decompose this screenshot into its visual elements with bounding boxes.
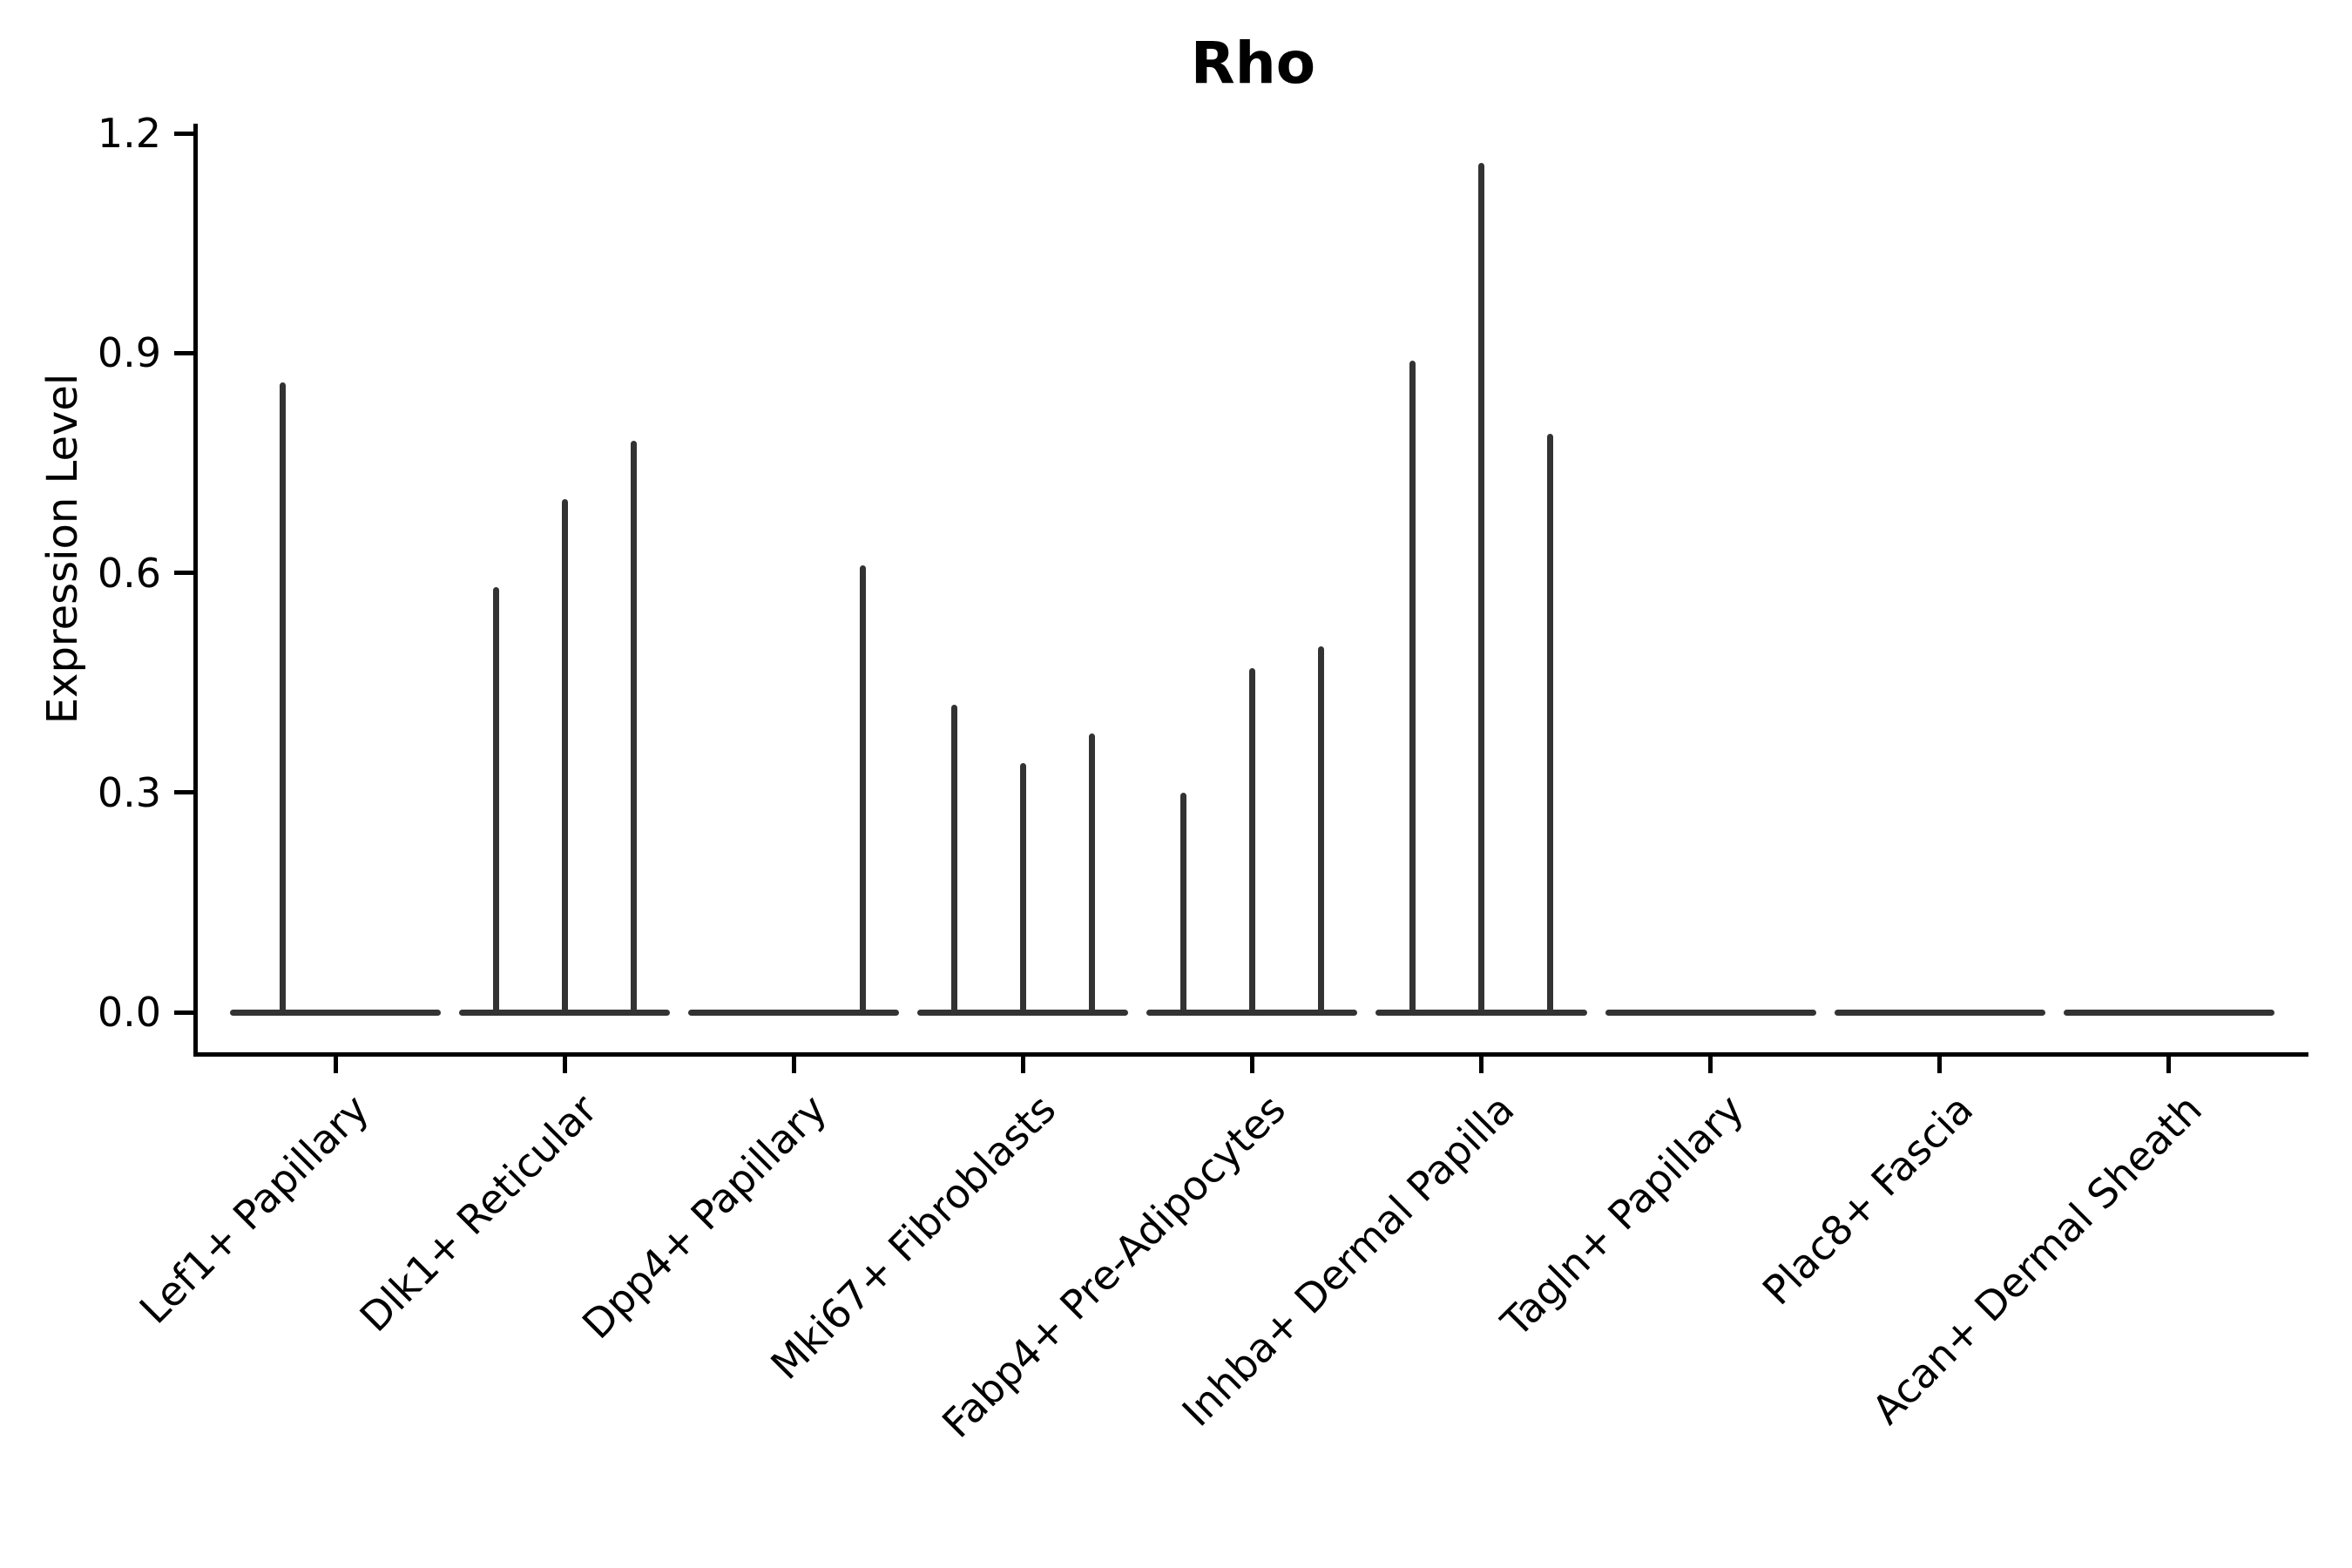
x-tick: [791, 1052, 796, 1073]
chart-title: Rho: [1190, 30, 1316, 97]
y-tick-label: 0.3: [97, 768, 161, 816]
y-tick: [174, 571, 193, 576]
violin-baseline: [229, 1009, 442, 1016]
x-tick: [1249, 1052, 1254, 1073]
violin-spike: [1248, 667, 1255, 1016]
x-tick: [1020, 1052, 1025, 1073]
violin-spike: [1409, 360, 1416, 1016]
violin-spike: [561, 499, 568, 1016]
violin-spike: [1019, 763, 1026, 1016]
violin-spike: [1179, 792, 1186, 1016]
y-tick: [174, 350, 193, 355]
y-tick-label: 0.6: [97, 549, 161, 597]
x-tick-label: Lef1+ Papillary: [130, 1085, 378, 1333]
violin-spike: [1317, 645, 1324, 1016]
x-tick: [1937, 1052, 1943, 1073]
violin-baseline: [2063, 1009, 2274, 1016]
violin-spike: [279, 382, 286, 1016]
x-tick: [333, 1052, 338, 1073]
violin-spike: [1088, 733, 1095, 1016]
violin-spike: [859, 565, 866, 1016]
y-tick: [174, 1010, 193, 1015]
x-tick: [1479, 1052, 1484, 1073]
x-tick: [562, 1052, 567, 1073]
violin-spike: [1546, 433, 1553, 1016]
x-tick-label: Tagln+ Papillary: [1491, 1085, 1753, 1346]
x-tick-label: Plac8+ Fascia: [1753, 1085, 1982, 1315]
violin-spike: [950, 704, 957, 1016]
violin-spike: [630, 441, 637, 1016]
y-axis-spine: [193, 124, 198, 1057]
x-tick: [1708, 1052, 1713, 1073]
x-tick-label: Dlk1+ Reticular: [351, 1085, 607, 1342]
violin-baseline: [1605, 1009, 1816, 1016]
y-tick: [174, 131, 193, 136]
y-tick-label: 0.0: [97, 989, 161, 1036]
violin-baseline: [1834, 1009, 2045, 1016]
y-tick: [174, 790, 193, 795]
x-tick: [2166, 1052, 2172, 1073]
y-tick-label: 1.2: [97, 110, 161, 158]
y-tick-label: 0.9: [97, 329, 161, 377]
violin-spike: [1478, 162, 1484, 1016]
violin-spike: [492, 587, 499, 1016]
violin-baseline: [688, 1009, 900, 1016]
x-tick-label: Dpp4+ Papillary: [573, 1085, 836, 1348]
